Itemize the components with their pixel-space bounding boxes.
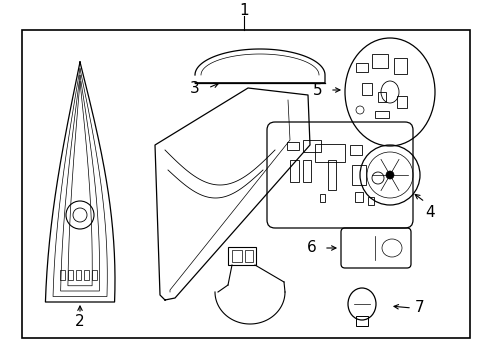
Bar bbox=[286, 142, 298, 150]
Bar bbox=[68, 270, 73, 280]
Text: 5: 5 bbox=[312, 82, 322, 98]
Bar bbox=[227, 247, 256, 265]
Bar bbox=[76, 270, 81, 280]
Bar bbox=[92, 270, 97, 280]
Bar bbox=[231, 250, 242, 262]
Bar bbox=[327, 160, 335, 190]
Bar bbox=[303, 140, 320, 152]
Bar bbox=[22, 30, 469, 338]
Bar bbox=[361, 83, 371, 95]
Bar bbox=[355, 316, 367, 326]
Bar bbox=[355, 63, 367, 72]
Bar bbox=[393, 58, 406, 74]
Bar bbox=[319, 194, 325, 202]
Text: 3: 3 bbox=[190, 81, 200, 95]
Bar bbox=[396, 96, 406, 108]
Bar bbox=[377, 92, 385, 102]
Text: 7: 7 bbox=[414, 301, 424, 315]
Bar bbox=[374, 111, 388, 118]
Bar bbox=[367, 197, 373, 205]
Text: 1: 1 bbox=[239, 3, 248, 18]
Bar bbox=[244, 250, 252, 262]
Bar bbox=[351, 165, 365, 185]
Bar bbox=[354, 192, 362, 202]
Bar bbox=[303, 160, 310, 182]
Circle shape bbox=[385, 171, 393, 179]
Bar bbox=[314, 144, 345, 162]
Text: 4: 4 bbox=[425, 204, 434, 220]
Bar bbox=[349, 145, 361, 155]
Bar bbox=[371, 54, 387, 68]
Bar bbox=[84, 270, 89, 280]
Bar bbox=[289, 160, 298, 182]
Text: 6: 6 bbox=[306, 240, 316, 256]
Bar bbox=[60, 270, 65, 280]
Text: 2: 2 bbox=[75, 315, 84, 329]
